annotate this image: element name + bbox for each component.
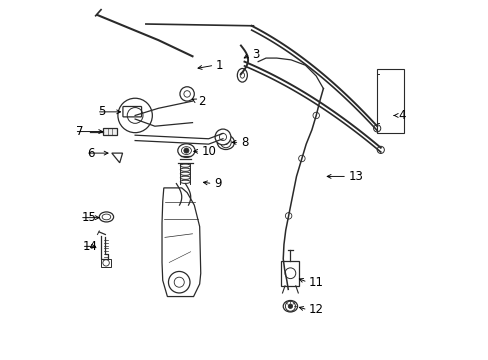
Text: 12: 12 bbox=[308, 303, 324, 316]
Text: 9: 9 bbox=[214, 177, 221, 190]
Circle shape bbox=[223, 140, 227, 144]
Bar bbox=[102, 128, 117, 135]
Ellipse shape bbox=[283, 301, 297, 312]
Circle shape bbox=[215, 129, 230, 145]
Circle shape bbox=[287, 304, 292, 309]
Circle shape bbox=[180, 87, 194, 101]
Bar bbox=[376, 69, 403, 134]
Bar bbox=[101, 259, 111, 267]
Bar bbox=[281, 261, 299, 286]
Text: 6: 6 bbox=[87, 147, 95, 159]
Text: 3: 3 bbox=[251, 48, 259, 61]
Ellipse shape bbox=[99, 212, 113, 222]
Text: 1: 1 bbox=[215, 59, 223, 72]
Ellipse shape bbox=[178, 144, 195, 157]
Text: 13: 13 bbox=[348, 170, 363, 183]
Text: 5: 5 bbox=[98, 105, 105, 118]
Text: 8: 8 bbox=[241, 136, 248, 149]
Text: 10: 10 bbox=[201, 145, 216, 158]
Text: 15: 15 bbox=[81, 211, 96, 224]
Text: 7: 7 bbox=[76, 125, 83, 138]
Text: 4: 4 bbox=[398, 109, 406, 122]
Circle shape bbox=[183, 148, 188, 153]
Text: 14: 14 bbox=[83, 240, 98, 253]
Text: 2: 2 bbox=[198, 95, 205, 108]
Ellipse shape bbox=[217, 135, 234, 149]
Ellipse shape bbox=[237, 68, 247, 82]
Text: 11: 11 bbox=[308, 276, 324, 289]
